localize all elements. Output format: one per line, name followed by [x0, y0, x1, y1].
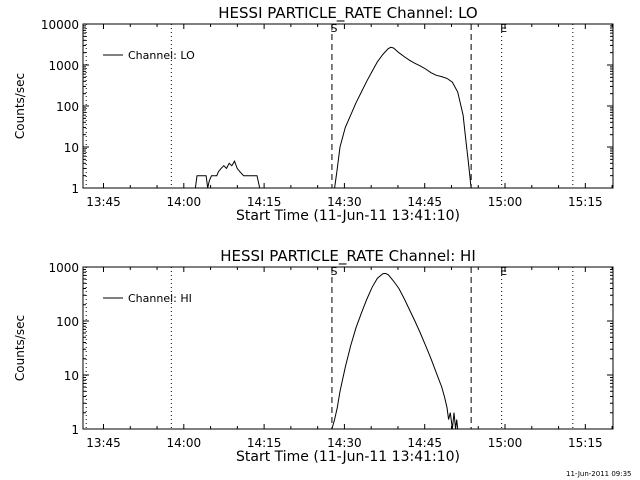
chart-panel-lo: HESSI PARTICLE_RATE Channel: LOS E 13:45 14…: [13, 4, 614, 224]
y-tick-label: 10: [64, 369, 79, 383]
series-line-hi: [331, 272, 459, 430]
y-tick-label: 1000: [48, 59, 79, 73]
legend-label: Channel: HI: [128, 292, 192, 305]
x-tick-label: 14:30: [327, 436, 362, 450]
x-tick-label: 15:15: [568, 436, 603, 450]
plot-frame: [82, 266, 614, 430]
x-tick-label: 14:45: [407, 436, 442, 450]
x-axis-title: Start Time (11-Jun-11 13:41:10): [236, 208, 460, 224]
y-axis-title: Counts/sec: [13, 315, 27, 381]
chart-panel-hi: HESSI PARTICLE_RATE Channel: HIS E 13:45 14…: [13, 247, 614, 465]
x-tick-label: 14:00: [167, 195, 202, 209]
event-marker-label: S: [330, 265, 337, 278]
x-tick-label: 13:45: [86, 195, 121, 209]
x-tick-label: 14:15: [247, 436, 282, 450]
y-tick-label: 100: [56, 100, 79, 114]
y-tick-label: 1: [71, 423, 79, 437]
x-tick-label: 14:00: [167, 436, 202, 450]
footer-timestamp: 11-Jun-2011 09:35: [566, 470, 632, 478]
x-tick-label: 14:30: [327, 195, 362, 209]
series-line-lo: [194, 46, 472, 189]
y-tick-label: 1: [71, 182, 79, 196]
x-tick-label: 13:45: [86, 436, 121, 450]
chart-title: HESSI PARTICLE_RATE Channel: LO: [218, 4, 477, 23]
x-tick-label: 14:15: [247, 195, 282, 209]
x-tick-label: 15:00: [488, 195, 523, 209]
chart-title: HESSI PARTICLE_RATE Channel: HI: [220, 247, 476, 266]
x-tick-label: 15:15: [568, 195, 603, 209]
y-tick-label: 10: [64, 141, 79, 155]
x-axis-title: Start Time (11-Jun-11 13:41:10): [236, 449, 460, 465]
y-axis-title: Counts/sec: [13, 73, 27, 139]
x-tick-label: 14:45: [407, 195, 442, 209]
event-marker-label: E: [500, 22, 507, 35]
legend-label: Channel: LO: [128, 49, 195, 62]
event-marker-label: E: [500, 265, 507, 278]
y-tick-label: 1000: [48, 261, 79, 275]
y-tick-label: 100: [56, 315, 79, 329]
event-marker-label: S: [330, 22, 337, 35]
x-tick-label: 15:00: [488, 436, 523, 450]
y-tick-label: 10000: [41, 18, 79, 32]
